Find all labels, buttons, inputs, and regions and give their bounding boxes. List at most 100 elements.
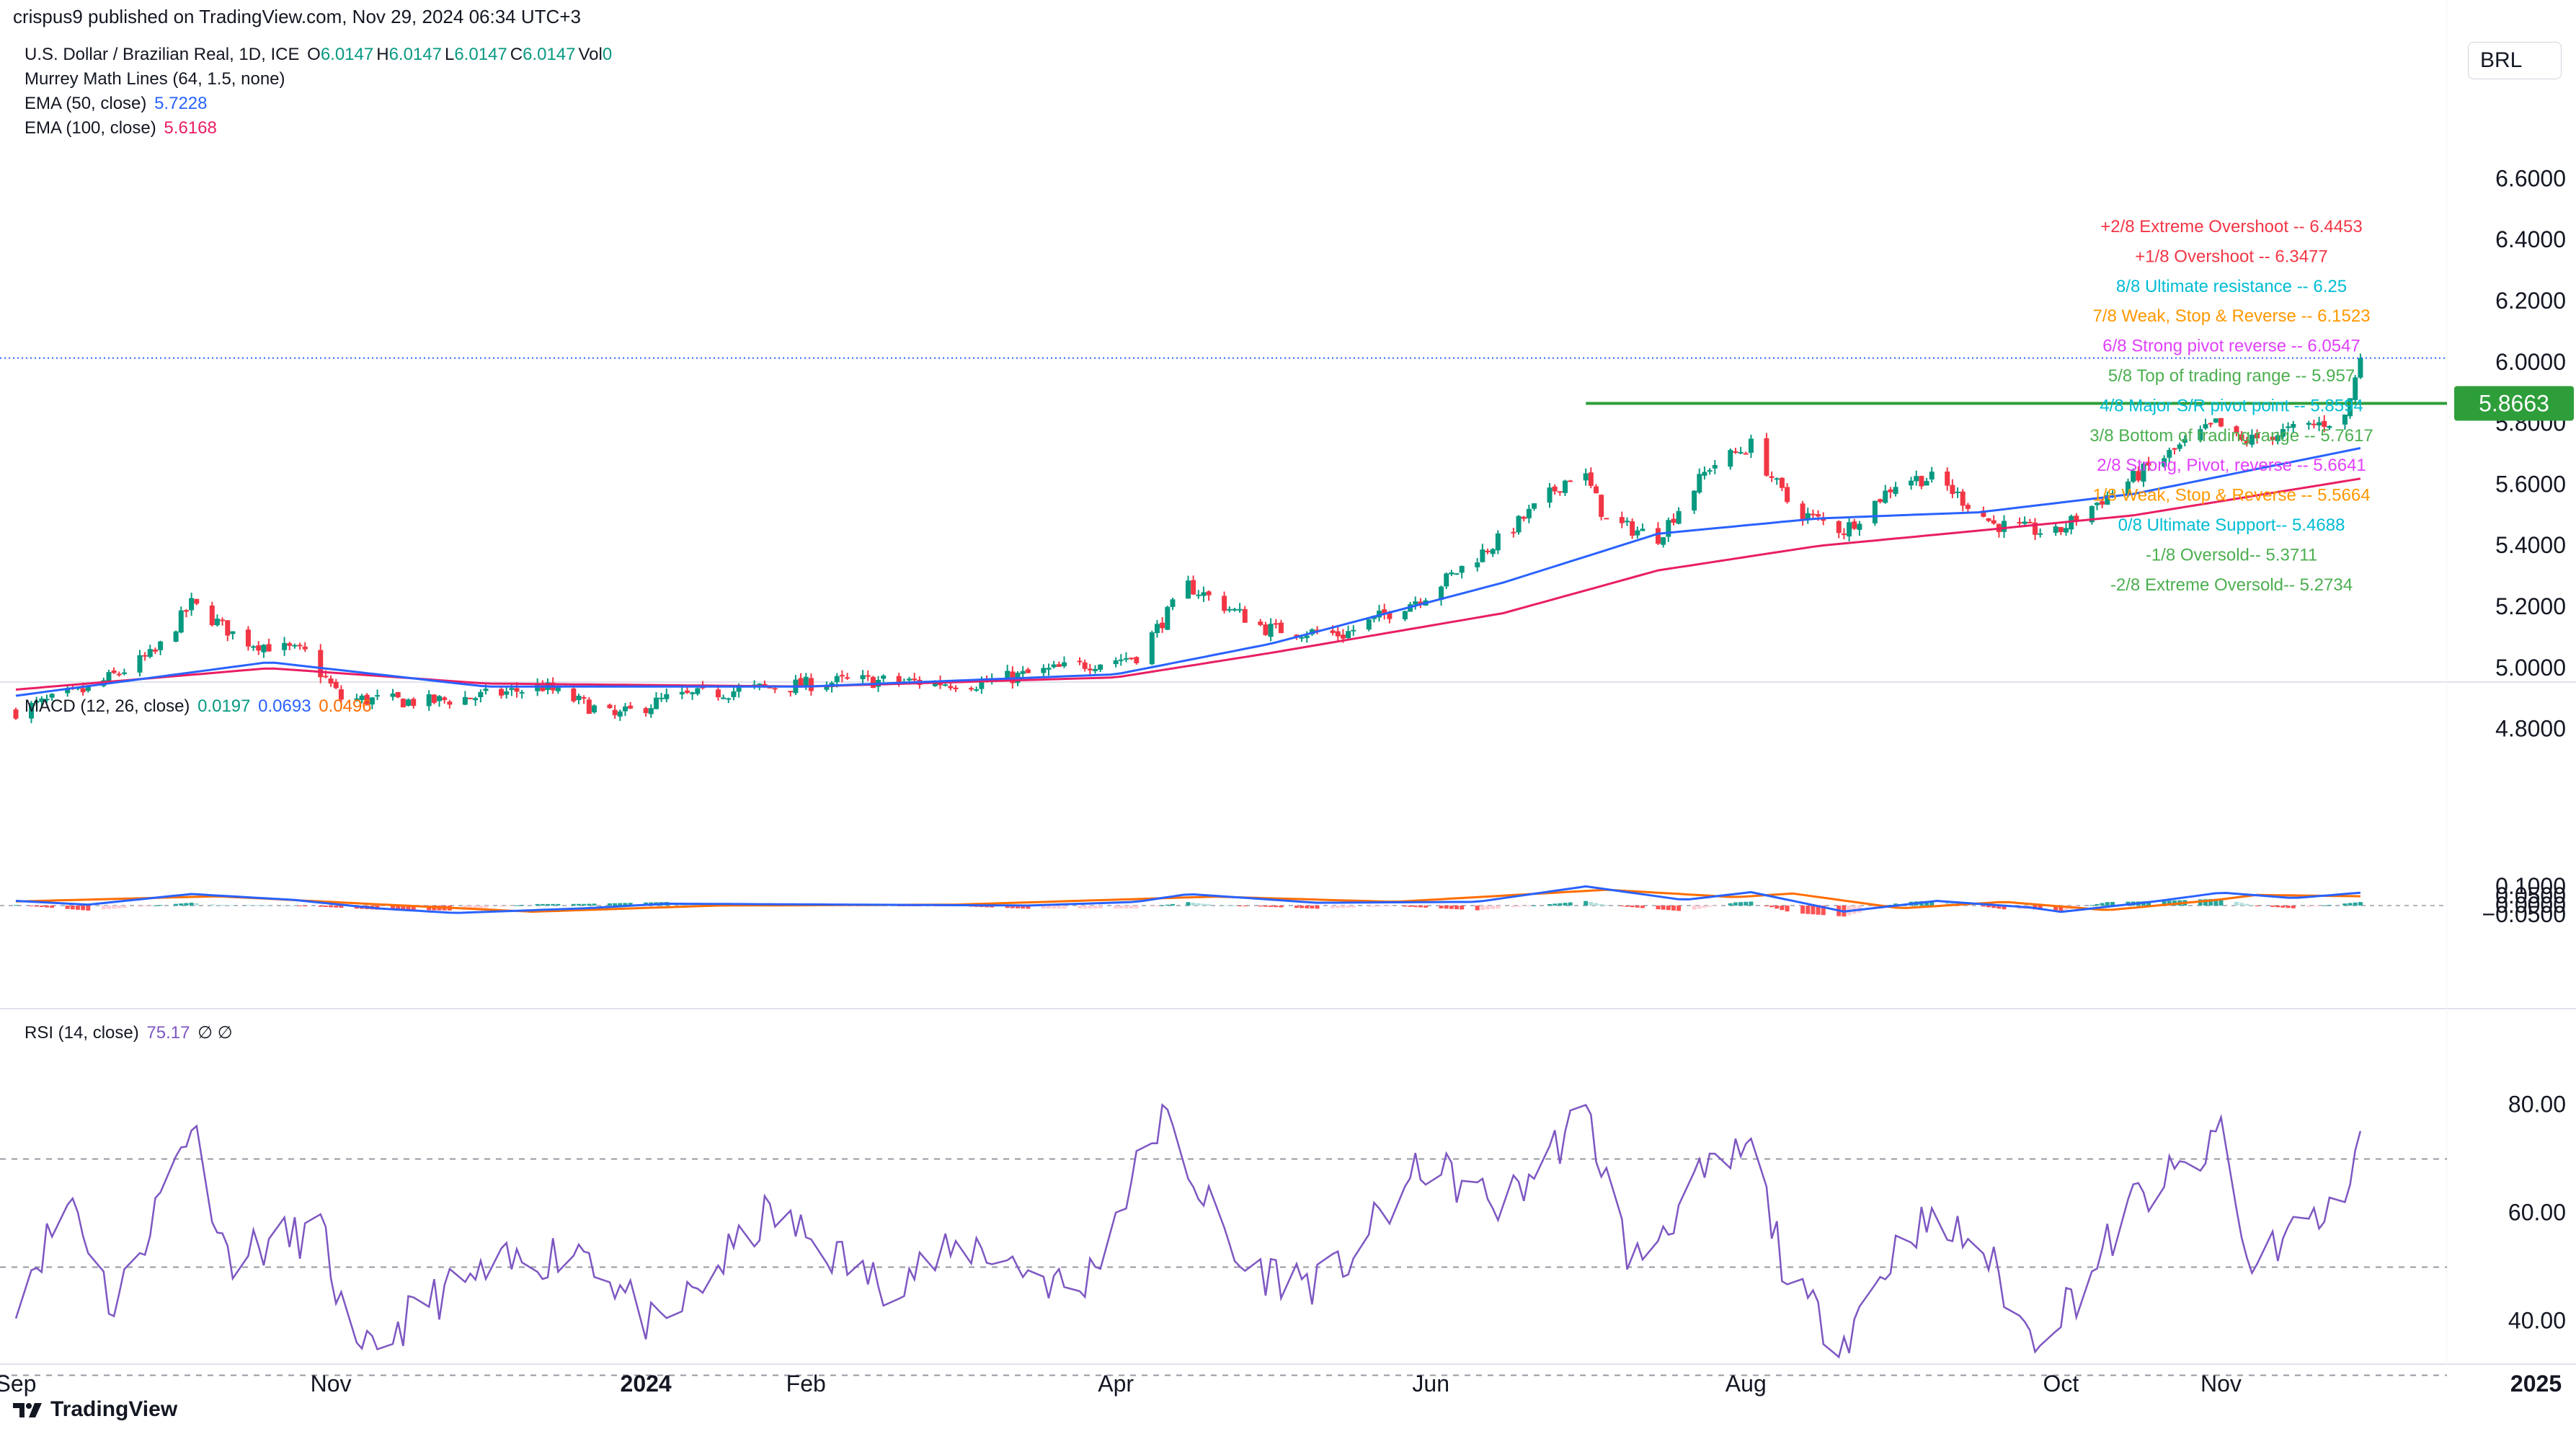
- ohlc-key: O: [307, 45, 321, 64]
- murrey-level-label: 7/8 Weak, Stop & Reverse -- 6.1523: [2092, 306, 2370, 326]
- candle-body: [881, 676, 887, 679]
- macd-legend[interactable]: MACD (12, 26, close) 0.0197 0.0693 0.049…: [25, 696, 375, 717]
- macd-histogram-bar: [1625, 906, 1630, 907]
- candle-body: [1960, 491, 1966, 506]
- candle-body: [1413, 601, 1418, 605]
- macd-histogram-bar: [2146, 901, 2151, 906]
- macd-histogram-bar: [607, 903, 612, 906]
- macd-histogram-bar: [1744, 901, 1749, 906]
- candle-body: [333, 681, 339, 689]
- candle-body: [2342, 415, 2348, 425]
- candle-body: [400, 699, 406, 708]
- candle-body: [757, 683, 763, 686]
- candle-body: [2038, 533, 2043, 535]
- rsi-legend[interactable]: RSI (14, close) 75.17 ∅ ∅: [25, 1022, 236, 1043]
- price-tick-label: 5.0000: [2495, 655, 2566, 681]
- candle-body: [1268, 624, 1274, 637]
- candle-body: [2094, 503, 2100, 505]
- candle-body: [2348, 398, 2353, 417]
- macd-histogram-bar: [1005, 906, 1010, 908]
- candle-body: [80, 688, 86, 693]
- candle-body: [1377, 610, 1382, 618]
- macd-histogram-bar: [2358, 902, 2363, 906]
- candle-body: [1129, 658, 1134, 660]
- candle-body: [2249, 434, 2255, 445]
- ema50-legend[interactable]: EMA (50, close) 5.7228: [25, 94, 210, 114]
- candle-body: [302, 646, 308, 650]
- symbol-legend[interactable]: U.S. Dollar / Brazilian Real, 1D, ICE O6…: [25, 45, 618, 65]
- macd-histogram-bar: [571, 903, 576, 906]
- candle-body: [1676, 510, 1682, 524]
- candle-body: [1227, 609, 1233, 611]
- candle-body: [1666, 520, 1671, 537]
- candle-body: [44, 699, 50, 701]
- macd-histogram-bar: [1341, 906, 1346, 908]
- murrey-legend[interactable]: Murrey Math Lines (64, 1.5, none): [25, 69, 288, 89]
- candle-body: [473, 698, 479, 701]
- candle-body: [1991, 520, 1997, 524]
- time-tick-label: Nov: [2200, 1371, 2242, 1397]
- macd-histogram-bar: [1553, 903, 1558, 906]
- candle-body: [622, 706, 628, 712]
- tradingview-brand[interactable]: TradingView: [13, 1397, 177, 1422]
- time-tick-label: Oct: [2043, 1371, 2079, 1397]
- macd-histogram-bar: [1315, 906, 1320, 909]
- murrey-level-label: 0/8 Ultimate Support-- 5.4688: [2118, 516, 2345, 535]
- currency-button[interactable]: BRL: [2468, 42, 2562, 79]
- candle-body: [943, 684, 949, 686]
- candle-body: [256, 645, 262, 651]
- time-tick-label: Feb: [786, 1371, 826, 1397]
- macd-histogram-bar: [323, 906, 328, 907]
- macd-histogram-bar: [1511, 906, 1516, 908]
- candle-body: [189, 598, 195, 611]
- candle-body: [1025, 669, 1031, 673]
- macd-histogram-bar: [246, 905, 251, 906]
- macd-histogram-bar: [2239, 903, 2244, 906]
- candle-body: [2306, 422, 2311, 425]
- candle-body: [411, 699, 417, 707]
- macd-histogram-bar: [1279, 906, 1284, 908]
- candle-body: [1816, 514, 1821, 517]
- candle-body: [2027, 521, 2033, 523]
- candle-body: [1630, 521, 1635, 536]
- macd-histogram-bar: [1604, 905, 1609, 906]
- macd-histogram-bar: [261, 905, 266, 906]
- macd-histogram-bar: [592, 903, 597, 906]
- candle-body: [540, 685, 546, 691]
- candle-body: [338, 689, 344, 700]
- macd-histogram-bar: [1707, 906, 1713, 907]
- macd-histogram-bar: [81, 906, 86, 911]
- macd-histogram-bar: [1305, 906, 1310, 908]
- candle-body: [1299, 637, 1305, 639]
- candle-body: [1779, 477, 1785, 488]
- candle-body: [1418, 601, 1424, 604]
- candle-body: [1304, 635, 1310, 638]
- macd-histogram-bar: [1599, 903, 1604, 906]
- candle-body: [147, 649, 153, 658]
- macd-histogram-bar: [540, 903, 545, 906]
- macd-histogram-bar: [1134, 906, 1139, 908]
- candle-body: [1480, 549, 1485, 562]
- macd-histogram-bar: [1454, 906, 1460, 910]
- macd-histogram-bar: [1052, 906, 1057, 909]
- macd-histogram-bar: [545, 903, 550, 906]
- candle-body: [111, 670, 117, 673]
- pane-separators: [0, 0, 2576, 1365]
- time-tick-label: Aug: [1726, 1371, 1767, 1397]
- candle-body: [2074, 516, 2079, 522]
- ema100-legend[interactable]: EMA (100, close) 5.6168: [25, 118, 220, 138]
- candle-body: [1123, 658, 1129, 660]
- candle-body: [648, 708, 654, 714]
- candle-body: [1919, 476, 1924, 487]
- ema100-label: EMA (100, close): [25, 118, 156, 138]
- macd-histogram-bar: [1806, 906, 1811, 914]
- candle-body: [297, 645, 303, 647]
- macd-histogram-bar: [1010, 906, 1015, 908]
- candle-body: [653, 697, 659, 709]
- candle-body: [499, 689, 505, 696]
- price-tick-label: 4.8000: [2495, 716, 2566, 742]
- candle-body: [628, 705, 634, 709]
- candle-body: [865, 675, 871, 677]
- macd-histogram-bar: [179, 903, 184, 906]
